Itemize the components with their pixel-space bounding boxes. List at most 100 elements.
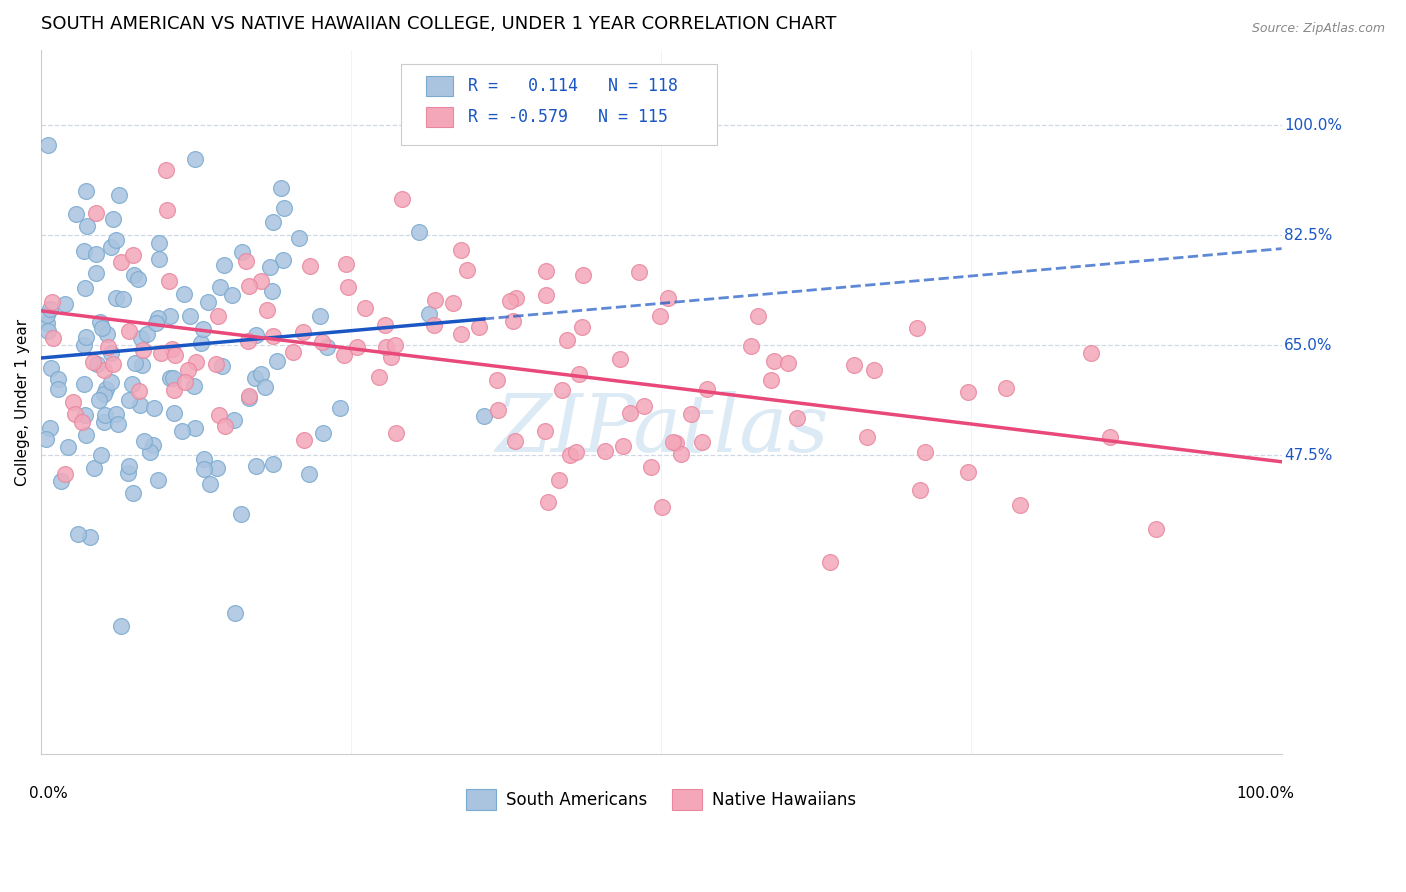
Point xyxy=(221,287,243,301)
Point xyxy=(121,376,143,391)
Point xyxy=(118,458,141,473)
Point xyxy=(671,447,693,461)
Point xyxy=(441,296,464,310)
Point xyxy=(368,370,391,384)
Point xyxy=(316,339,339,353)
Point xyxy=(73,280,96,294)
Point xyxy=(148,310,170,325)
Y-axis label: College, Under 1 year: College, Under 1 year xyxy=(15,318,30,485)
Point xyxy=(298,259,321,273)
FancyBboxPatch shape xyxy=(401,64,717,145)
Point xyxy=(139,445,162,459)
Point xyxy=(49,475,72,489)
Point xyxy=(149,346,172,360)
Point xyxy=(567,368,589,382)
Point xyxy=(329,401,352,415)
Point xyxy=(262,215,284,229)
Point xyxy=(73,244,96,258)
Point xyxy=(118,392,141,407)
Point xyxy=(238,334,260,348)
Point xyxy=(117,466,139,480)
Text: 100.0%: 100.0% xyxy=(1284,118,1343,133)
Point xyxy=(128,384,150,398)
Text: SOUTH AMERICAN VS NATIVE HAWAIIAN COLLEGE, UNDER 1 YEAR CORRELATION CHART: SOUTH AMERICAN VS NATIVE HAWAIIAN COLLEG… xyxy=(41,15,837,33)
Point xyxy=(418,308,440,322)
Point xyxy=(662,435,685,450)
Point xyxy=(93,415,115,429)
Point xyxy=(179,309,201,323)
Point xyxy=(107,417,129,431)
Point xyxy=(249,274,271,288)
Point xyxy=(231,245,253,260)
Point xyxy=(450,244,472,258)
Point xyxy=(333,348,356,362)
Point xyxy=(380,351,402,365)
Point xyxy=(747,309,769,323)
Point xyxy=(100,376,122,390)
Point xyxy=(256,303,278,318)
Point xyxy=(76,219,98,233)
Point xyxy=(336,280,359,294)
Text: Source: ZipAtlas.com: Source: ZipAtlas.com xyxy=(1251,22,1385,36)
Text: 100.0%: 100.0% xyxy=(1236,786,1294,801)
Point xyxy=(863,363,886,377)
Point xyxy=(75,428,97,442)
Point xyxy=(79,530,101,544)
Point xyxy=(759,373,782,387)
Point xyxy=(245,458,267,473)
Point xyxy=(90,448,112,462)
Point xyxy=(235,253,257,268)
Point xyxy=(262,329,284,343)
Point xyxy=(65,206,87,220)
Point xyxy=(650,309,672,323)
Point xyxy=(214,418,236,433)
Point xyxy=(37,137,59,152)
Point xyxy=(37,317,59,331)
Point xyxy=(488,403,510,417)
Point xyxy=(105,233,128,247)
Point xyxy=(103,357,125,371)
Point xyxy=(73,338,96,352)
Point xyxy=(212,259,235,273)
Point xyxy=(134,434,156,448)
Point xyxy=(73,377,96,392)
Text: 47.5%: 47.5% xyxy=(1284,448,1333,463)
Point xyxy=(58,441,80,455)
Point xyxy=(205,357,228,371)
Point xyxy=(619,406,641,420)
Point xyxy=(174,376,197,390)
Point xyxy=(208,279,231,293)
Point xyxy=(640,460,662,475)
Point xyxy=(124,355,146,369)
Point xyxy=(651,500,673,515)
Point xyxy=(93,362,115,376)
Point xyxy=(224,412,246,426)
Point xyxy=(740,339,762,353)
Point xyxy=(335,257,357,271)
Point xyxy=(696,382,718,396)
Point xyxy=(170,424,193,438)
Point xyxy=(55,297,77,311)
Point xyxy=(273,201,295,215)
Point xyxy=(136,326,159,341)
Text: R = -0.579   N = 115: R = -0.579 N = 115 xyxy=(468,108,668,126)
Point xyxy=(262,457,284,471)
Point xyxy=(423,318,446,332)
Point xyxy=(107,188,129,202)
Point xyxy=(245,371,267,385)
Point xyxy=(628,265,651,279)
Point xyxy=(197,295,219,310)
Point xyxy=(1144,522,1167,536)
Point xyxy=(129,331,152,345)
Point xyxy=(37,325,59,339)
Point xyxy=(311,335,333,350)
Point xyxy=(141,437,163,451)
Point xyxy=(84,246,107,260)
Point xyxy=(190,336,212,351)
Point xyxy=(571,320,593,334)
Point xyxy=(354,301,377,315)
Point xyxy=(46,382,69,396)
Point xyxy=(162,370,184,384)
Point xyxy=(205,461,228,475)
Text: ZIPatlas: ZIPatlas xyxy=(495,392,828,469)
